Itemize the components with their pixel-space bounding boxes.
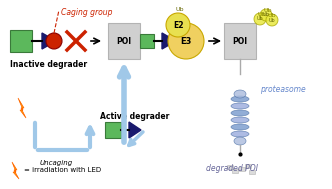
Ellipse shape — [234, 137, 246, 145]
FancyBboxPatch shape — [239, 167, 245, 171]
Ellipse shape — [231, 131, 249, 137]
Polygon shape — [12, 162, 19, 179]
Circle shape — [254, 13, 266, 25]
Text: Ub: Ub — [263, 12, 269, 18]
Ellipse shape — [231, 103, 249, 109]
FancyBboxPatch shape — [140, 34, 154, 48]
FancyBboxPatch shape — [105, 122, 121, 138]
Text: Active degrader: Active degrader — [100, 112, 169, 121]
Text: E3: E3 — [180, 36, 192, 46]
Text: Ub: Ub — [268, 13, 277, 18]
FancyBboxPatch shape — [227, 165, 233, 169]
FancyBboxPatch shape — [224, 23, 256, 59]
Text: POI: POI — [117, 36, 131, 46]
Text: Ub: Ub — [258, 12, 267, 17]
Text: Ub: Ub — [257, 16, 263, 22]
Ellipse shape — [231, 124, 249, 130]
Text: Uncaging: Uncaging — [40, 160, 73, 166]
Circle shape — [260, 9, 272, 21]
FancyBboxPatch shape — [10, 30, 32, 52]
Polygon shape — [129, 122, 141, 138]
Polygon shape — [162, 33, 176, 49]
Text: Ub: Ub — [176, 7, 184, 12]
Ellipse shape — [231, 117, 249, 123]
FancyBboxPatch shape — [245, 164, 251, 168]
Circle shape — [266, 14, 278, 26]
Polygon shape — [42, 33, 56, 49]
Text: POI: POI — [232, 36, 248, 46]
Text: Ub: Ub — [269, 18, 275, 22]
Circle shape — [46, 33, 62, 49]
Text: Ub: Ub — [263, 8, 272, 13]
FancyBboxPatch shape — [108, 23, 140, 59]
Text: Caging group: Caging group — [61, 8, 113, 17]
FancyBboxPatch shape — [232, 169, 238, 173]
FancyBboxPatch shape — [249, 170, 255, 174]
Ellipse shape — [231, 110, 249, 116]
Text: degraded POI: degraded POI — [206, 164, 258, 173]
Ellipse shape — [234, 90, 246, 98]
Circle shape — [166, 13, 190, 37]
Polygon shape — [18, 98, 26, 118]
Text: E2: E2 — [173, 20, 183, 29]
Text: = irradiation with LED: = irradiation with LED — [24, 167, 101, 173]
Circle shape — [168, 23, 204, 59]
Ellipse shape — [231, 96, 249, 102]
Text: Inactive degrader: Inactive degrader — [10, 60, 87, 69]
Text: proteasome: proteasome — [260, 84, 306, 94]
